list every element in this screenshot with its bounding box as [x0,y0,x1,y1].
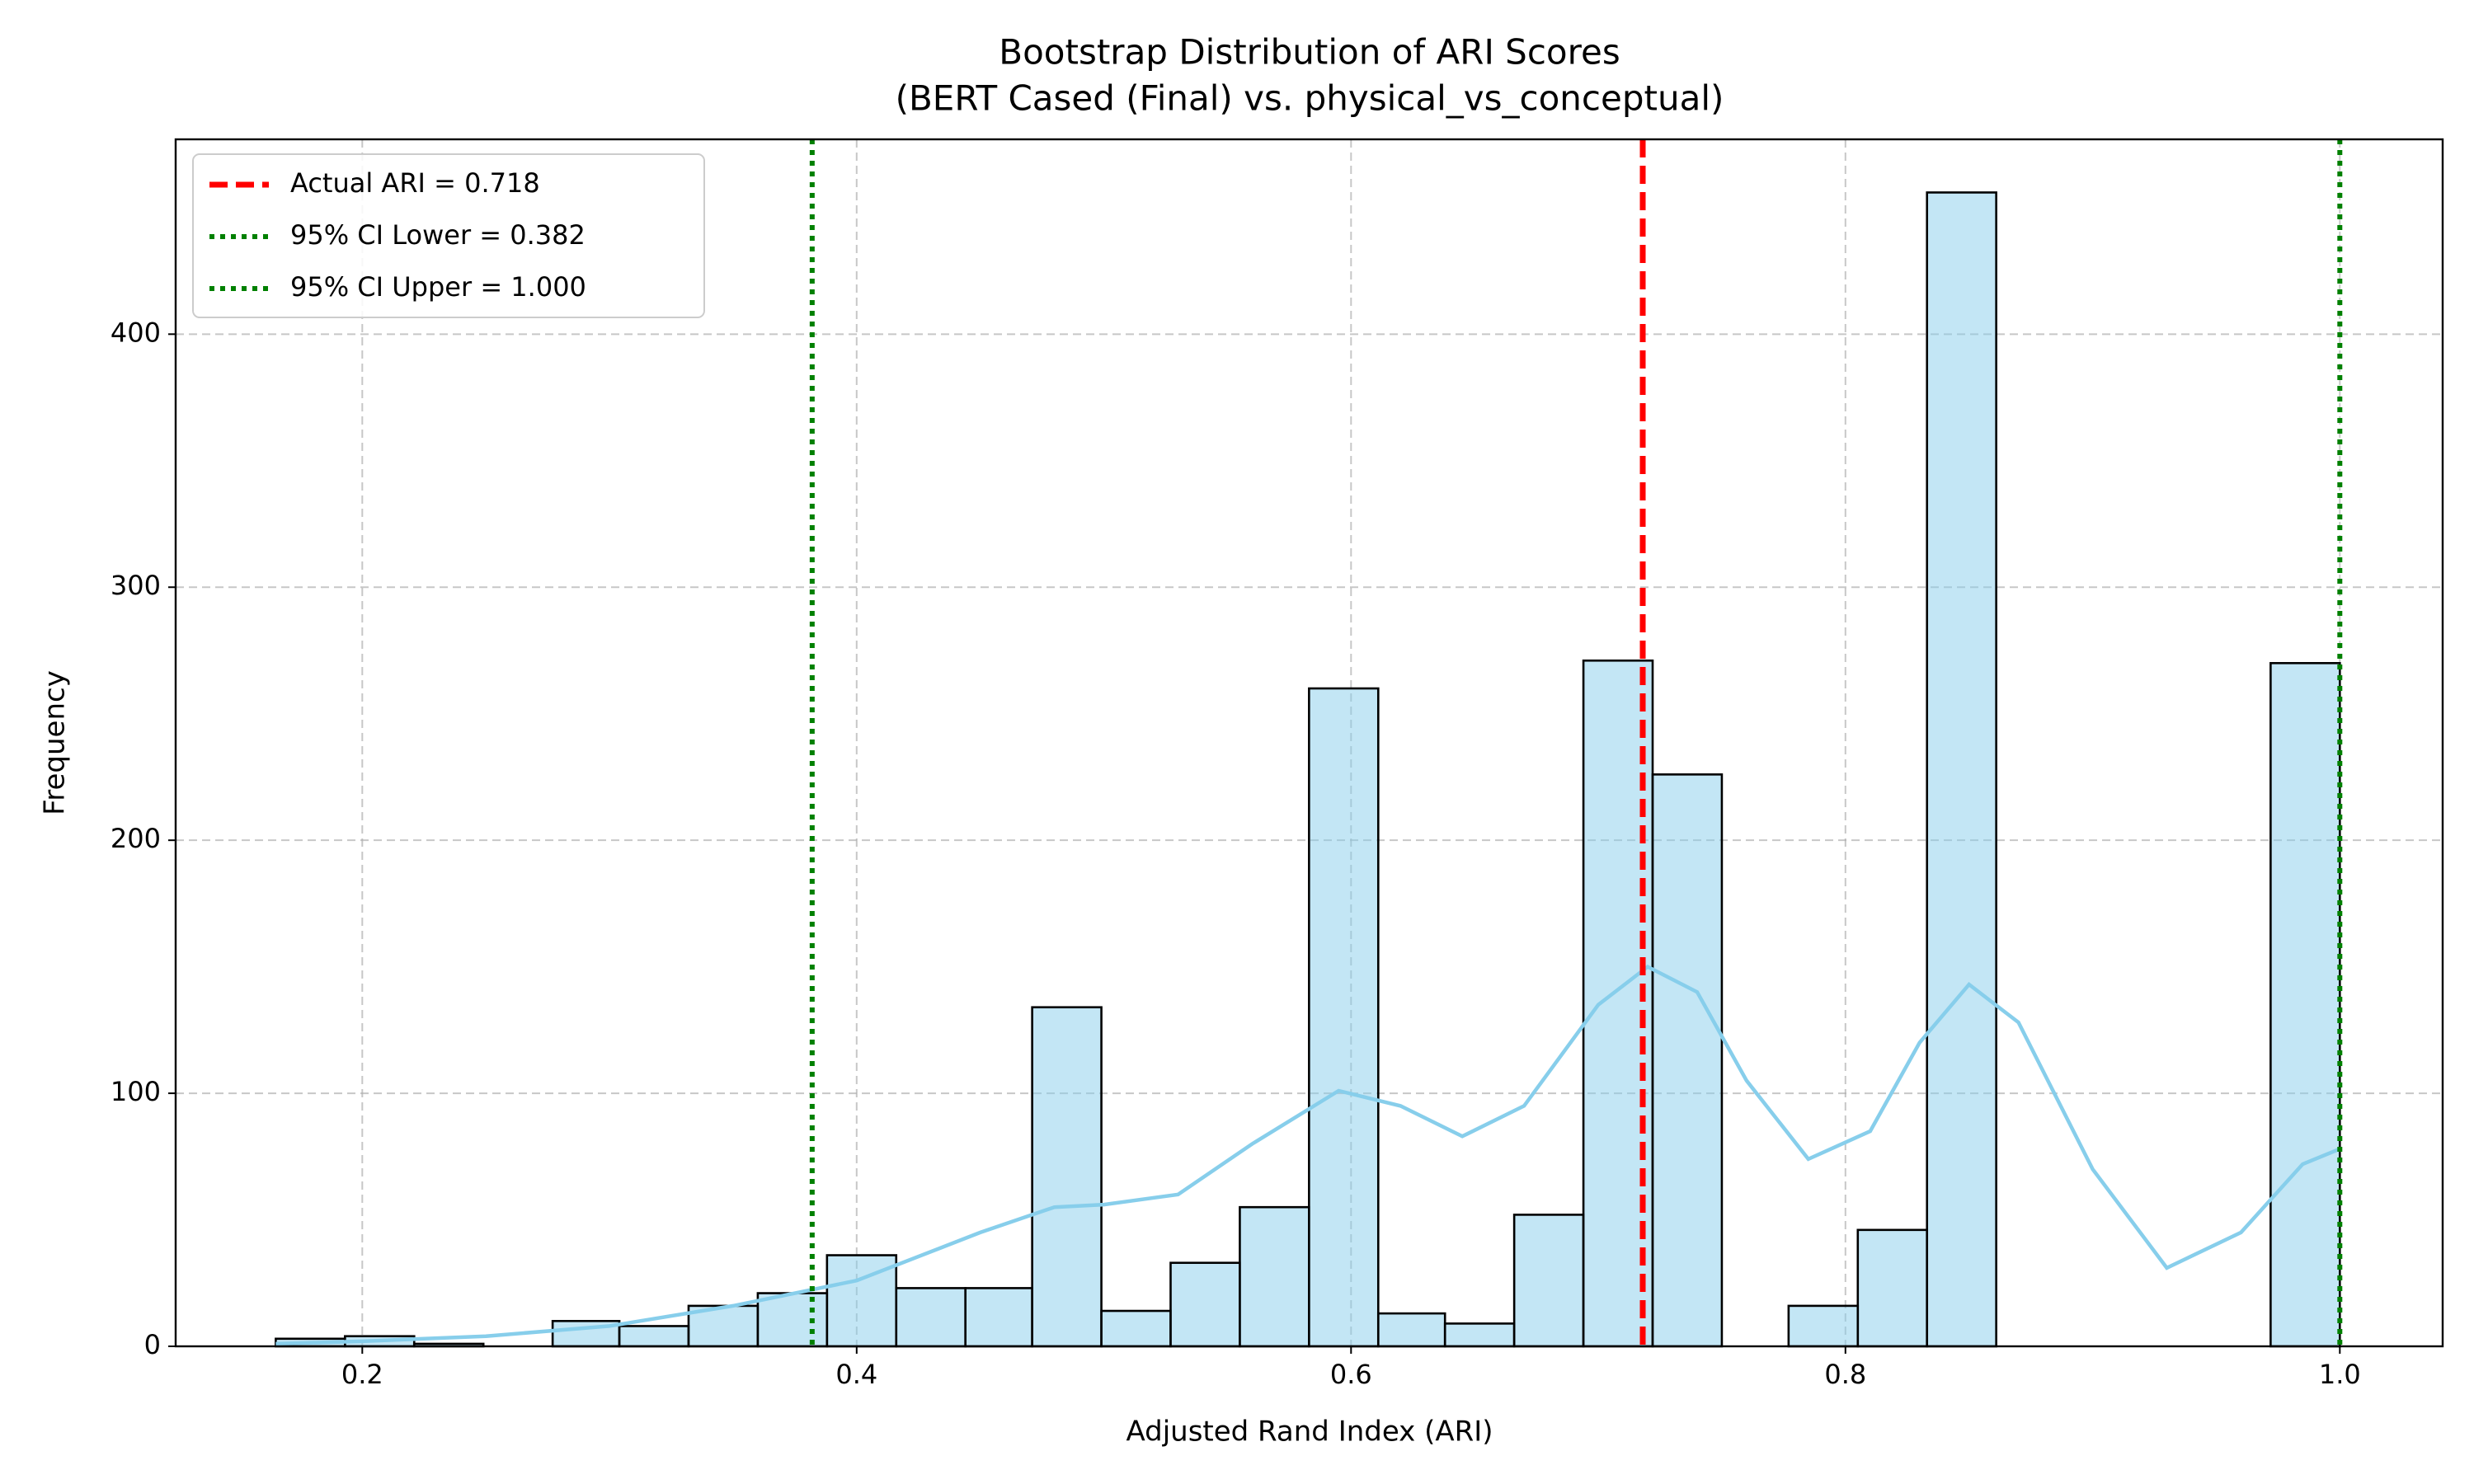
bar [1376,1312,1446,1348]
chart-title: Bootstrap Distribution of ARI Scores [999,32,1620,73]
bar [1787,1304,1860,1348]
legend-label: 95% CI Lower = 0.382 [290,219,586,251]
bar [1926,191,1997,1348]
bar [1031,1006,1103,1348]
bar [895,1287,967,1348]
bar [618,1325,690,1348]
x-tick-label: 0.8 [1824,1359,1866,1390]
bar [1443,1322,1516,1348]
bar [964,1287,1033,1348]
bar [1239,1205,1310,1348]
y-tick-label: 200 [111,823,161,854]
x-axis-label: Adjusted Rand Index (ARI) [1126,1416,1493,1449]
bar [1651,773,1724,1348]
bar [1856,1228,1929,1348]
bar [1169,1261,1241,1348]
y-tick-label: 400 [111,317,161,348]
y-tick-label: 100 [111,1076,161,1107]
y-axis-label: Frequency [39,670,72,815]
x-tick-label: 1.0 [2319,1359,2361,1390]
legend-label: Actual ARI = 0.718 [290,167,540,199]
bar [1308,687,1380,1348]
kde-curve [275,964,2341,1346]
bar [1100,1309,1172,1348]
y-tick-label: 300 [111,570,161,601]
y-tick-label: 0 [144,1329,161,1360]
legend-box [192,153,705,318]
bar [1512,1214,1585,1348]
legend-label: 95% CI Upper = 1.000 [290,271,586,303]
x-tick-label: 0.4 [835,1359,877,1390]
bar [756,1292,829,1348]
x-tick-label: 0.6 [1330,1359,1372,1390]
x-tick-label: 0.2 [341,1359,383,1390]
bar [2269,662,2341,1348]
plot-frame [174,138,2444,1348]
legend: Actual ARI = 0.718 95% CI Lower = 0.382 95… [192,153,705,318]
chart-subtitle: (BERT Cased (Final) vs. physical_vs_conc… [896,78,1724,119]
